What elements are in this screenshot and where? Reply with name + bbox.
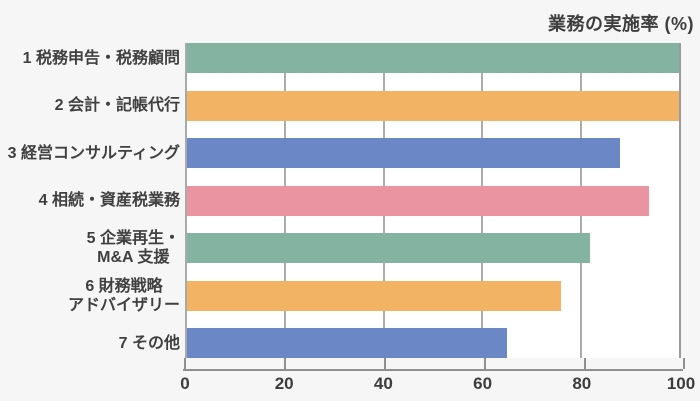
bar (187, 138, 620, 168)
category-label: 4 相続・資産税業務 (38, 192, 180, 209)
axis-tick (584, 358, 586, 369)
category-label-row: 6 財務戦略 アドバイザリー (0, 278, 180, 314)
category-label: 6 財務戦略 アドバイザリー (67, 277, 180, 314)
x-axis-tick-labels: 0 20 40 60 80 100 (180, 371, 695, 397)
tick-label: 20 (274, 374, 294, 393)
axis-tick (384, 358, 386, 369)
category-label-row: 3 経営コンサルティング (0, 138, 180, 168)
category-label-row: 2 会計・記帳代行 (0, 91, 180, 121)
category-label-row: 1 税務申告・税務顧問 (0, 43, 180, 73)
bar (187, 280, 561, 311)
tick-label: 40 (373, 374, 393, 393)
tick-label: 0 (180, 374, 190, 393)
category-label-row: 4 相続・資産税業務 (0, 186, 180, 216)
chart-title: 業務の実施率 (%) (548, 14, 694, 34)
bars-container (187, 43, 679, 358)
plot-area (185, 43, 681, 358)
axis-tick (683, 358, 685, 369)
axis-tick (484, 358, 486, 369)
bar (187, 90, 679, 121)
plot-wrapper: 0 20 40 60 80 100 (180, 43, 695, 397)
axis-tick (284, 358, 286, 369)
category-label: 7 その他 (118, 334, 180, 352)
bar (187, 233, 591, 263)
tick-label: 100 (666, 374, 696, 393)
category-label: 1 税務申告・税務顧問 (22, 49, 180, 67)
category-label: 3 経営コンサルティング (7, 144, 180, 162)
category-label: 2 会計・記帳代行 (54, 97, 180, 114)
bar (187, 43, 679, 73)
category-labels-column: 1 税務申告・税務顧問 2 会計・記帳代行 3 経営コンサルティング 4 相続・資産税… (0, 43, 180, 358)
x-axis-line (183, 358, 685, 371)
bar (187, 328, 507, 358)
tick-label: 80 (572, 374, 592, 393)
category-label-row: 7 その他 (0, 328, 180, 358)
category-label: 5 企業再生・ M&A 支援 (86, 230, 180, 266)
axis-tick (184, 358, 186, 369)
category-label-row: 5 企業再生・ M&A 支援 (0, 230, 180, 266)
tick-label: 60 (473, 374, 493, 393)
bar (187, 185, 650, 216)
